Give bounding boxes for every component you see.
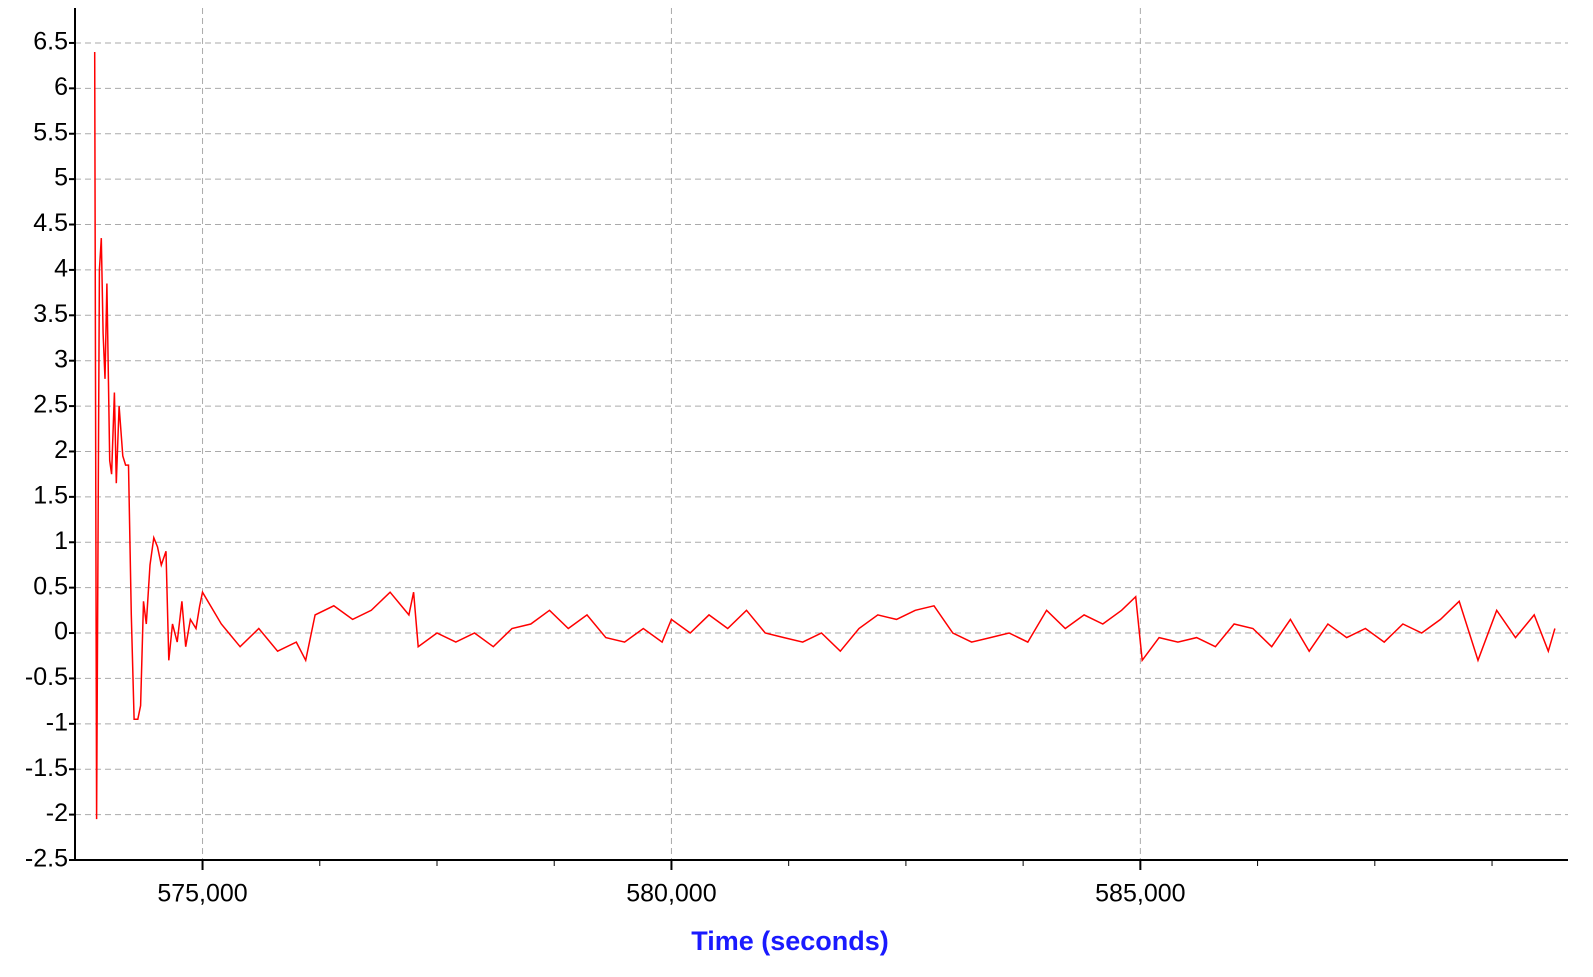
y-tick-label: 6 (54, 73, 68, 101)
y-tick-label: 5.5 (33, 118, 68, 146)
y-tick-label: -1 (46, 708, 68, 736)
y-tick-label: -1.5 (25, 754, 68, 782)
y-tick-label: 6.5 (33, 28, 68, 56)
y-tick-label: 0 (54, 618, 68, 646)
y-tick-label: 5 (54, 164, 68, 192)
x-tick-label: 585,000 (1095, 880, 1185, 908)
y-tick-label: -2.5 (25, 845, 68, 873)
y-tick-label: 4 (54, 255, 68, 283)
y-tick-label: -2 (46, 799, 68, 827)
y-tick-label: 1.5 (33, 481, 68, 509)
x-tick-label: 580,000 (626, 880, 716, 908)
y-tick-label: 2 (54, 436, 68, 464)
y-tick-label: 2.5 (33, 391, 68, 419)
y-tick-label: 3.5 (33, 300, 68, 328)
y-tick-label: 3 (54, 345, 68, 373)
data-line (93, 51, 1556, 820)
x-axis-title: Time (seconds) (691, 926, 889, 956)
y-tick-label: 1 (54, 527, 68, 555)
y-tick-label: -0.5 (25, 663, 68, 691)
y-tick-label: 4.5 (33, 209, 68, 237)
y-tick-label: 0.5 (33, 572, 68, 600)
x-tick-label: 575,000 (157, 880, 247, 908)
